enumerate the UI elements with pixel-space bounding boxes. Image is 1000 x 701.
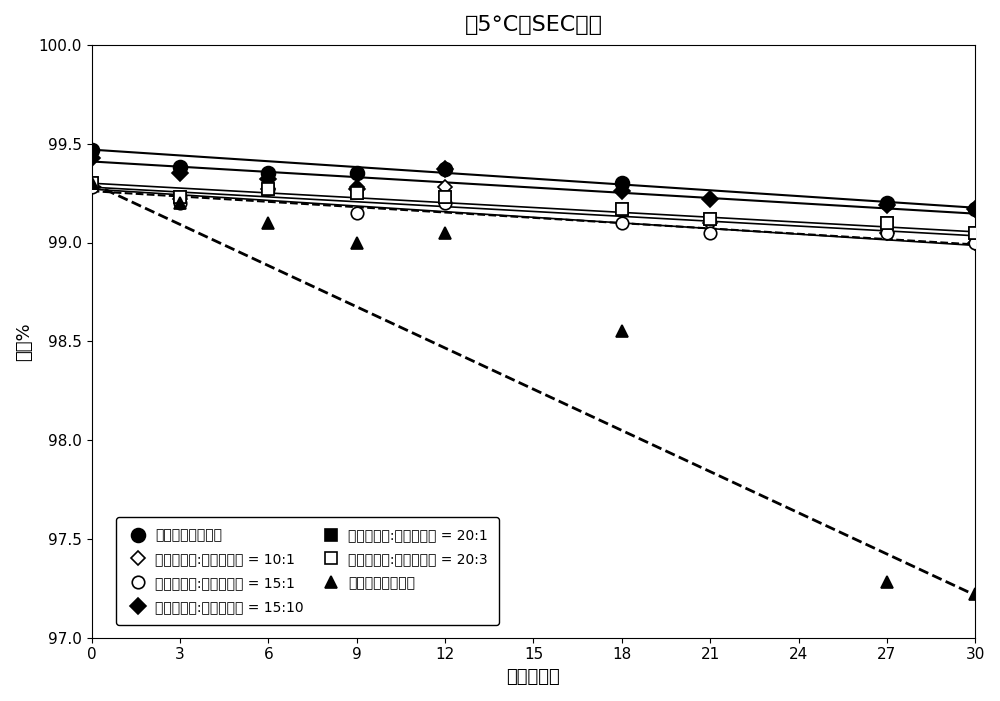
Y-axis label: 纯度%: 纯度% bbox=[15, 322, 33, 360]
Title: 在5°C的SEC纯度: 在5°C的SEC纯度 bbox=[464, 15, 602, 35]
X-axis label: 时间（月）: 时间（月） bbox=[507, 668, 560, 686]
Legend: 单独的曲美木单抗, 杜伐鲁单抗:曲美木单抗 = 10:1, 杜伐鲁单抗:曲美木单抗 = 15:1, 杜伐鲁单抗:曲美木单抗 = 15:10, 杜伐鲁单抗:曲美木: 单独的曲美木单抗, 杜伐鲁单抗:曲美木单抗 = 10:1, 杜伐鲁单抗:曲美木单… bbox=[116, 517, 499, 625]
